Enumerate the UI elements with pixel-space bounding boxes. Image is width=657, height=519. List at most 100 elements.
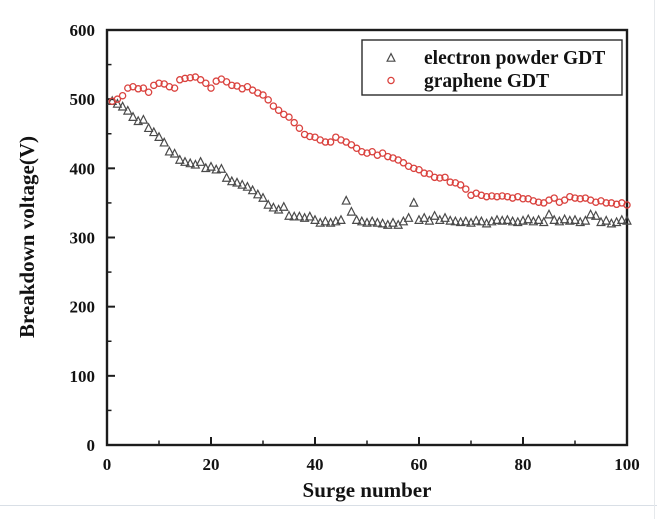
- data-point-circle-icon: [534, 198, 543, 206]
- data-point-triangle-icon: [580, 215, 591, 225]
- data-point-triangle-icon: [148, 126, 159, 137]
- data-point-triangle-icon: [143, 122, 154, 133]
- data-point-circle-icon: [207, 84, 215, 92]
- data-point-triangle-icon: [502, 214, 513, 225]
- legend-label-graphene: graphene GDT: [424, 71, 549, 92]
- data-point-triangle-icon: [304, 211, 315, 221]
- data-point-circle-icon: [387, 76, 395, 85]
- data-point-circle-icon: [410, 164, 418, 173]
- data-point-circle-icon: [430, 173, 439, 182]
- data-point-circle-icon: [498, 192, 506, 200]
- data-point-circle-icon: [306, 132, 314, 141]
- data-point-triangle-icon: [450, 215, 461, 226]
- data-point-circle-icon: [113, 95, 122, 103]
- legend-marker-triangle-icon: [386, 52, 396, 62]
- data-point-triangle-icon: [284, 210, 294, 220]
- data-point-triangle-icon: [164, 146, 175, 156]
- data-point-circle-icon: [550, 194, 558, 202]
- data-point-circle-icon: [576, 195, 584, 203]
- data-point-circle-icon: [165, 82, 174, 91]
- y-tick-label: 500: [70, 90, 96, 109]
- data-point-circle-icon: [144, 88, 153, 97]
- legend-label-electron-powder: electron powder GDT: [424, 48, 605, 69]
- data-point-triangle-icon: [386, 52, 396, 62]
- data-point-circle-icon: [352, 144, 361, 153]
- data-point-triangle-icon: [564, 215, 575, 225]
- data-point-triangle-icon: [278, 201, 289, 211]
- data-point-triangle-icon: [544, 208, 554, 219]
- x-tick-label: 20: [203, 455, 220, 474]
- legend-marker-circle-icon: [387, 76, 395, 85]
- data-point-triangle-icon: [356, 215, 367, 226]
- data-point-circle-icon: [607, 199, 616, 207]
- data-point-triangle-icon: [138, 114, 149, 124]
- data-point-circle-icon: [222, 78, 231, 86]
- series-graphene-gdt: [108, 73, 631, 209]
- data-point-circle-icon: [566, 192, 574, 201]
- data-point-circle-icon: [441, 173, 449, 182]
- data-point-triangle-icon: [455, 216, 466, 227]
- data-point-circle-icon: [503, 192, 512, 201]
- data-point-triangle-icon: [460, 215, 471, 226]
- data-point-triangle-icon: [570, 214, 580, 225]
- data-point-circle-icon: [571, 194, 579, 202]
- data-point-triangle-icon: [336, 214, 346, 225]
- data-point-circle-icon: [347, 141, 356, 149]
- data-point-triangle-icon: [622, 215, 632, 225]
- data-point-circle-icon: [176, 76, 184, 84]
- data-point-triangle-icon: [471, 215, 482, 225]
- data-point-triangle-icon: [523, 213, 534, 224]
- data-point-triangle-icon: [445, 215, 456, 225]
- data-point-triangle-icon: [346, 206, 357, 216]
- data-point-triangle-icon: [289, 211, 300, 221]
- data-point-circle-icon: [436, 174, 444, 182]
- data-point-triangle-icon: [174, 154, 185, 164]
- data-point-triangle-icon: [403, 212, 414, 222]
- data-point-circle-icon: [170, 84, 179, 92]
- data-point-triangle-icon: [538, 216, 549, 227]
- data-point-triangle-icon: [242, 181, 253, 191]
- data-point-circle-icon: [462, 185, 470, 193]
- data-point-circle-icon: [326, 138, 335, 146]
- data-point-circle-icon: [181, 74, 189, 83]
- y-axis-ticks: [107, 29, 115, 446]
- data-point-circle-icon: [269, 102, 278, 110]
- data-point-triangle-icon: [367, 215, 378, 226]
- y-axis-title: Breakdown voltage(V): [15, 136, 39, 338]
- data-point-circle-icon: [202, 79, 210, 88]
- data-point-triangle-icon: [372, 217, 383, 227]
- data-point-triangle-icon: [195, 156, 206, 166]
- x-axis-title: Surge number: [303, 478, 432, 502]
- data-point-circle-icon: [124, 84, 132, 92]
- data-point-circle-icon: [274, 106, 283, 114]
- x-tick-label: 80: [515, 455, 532, 474]
- data-point-triangle-icon: [294, 211, 305, 221]
- data-point-triangle-icon: [310, 214, 320, 225]
- data-point-triangle-icon: [128, 111, 138, 121]
- data-point-circle-icon: [358, 147, 366, 156]
- data-point-triangle-icon: [429, 210, 440, 220]
- page-edge-bottom-divider: [0, 505, 657, 506]
- x-tick-label: 60: [411, 455, 428, 474]
- x-tick-label: 100: [614, 455, 640, 474]
- data-point-triangle-icon: [590, 210, 601, 220]
- y-tick-label: 0: [87, 436, 96, 455]
- data-point-triangle-icon: [419, 212, 430, 222]
- data-point-circle-icon: [259, 91, 267, 99]
- data-point-circle-icon: [519, 195, 527, 203]
- data-point-triangle-icon: [408, 197, 419, 207]
- data-point-circle-icon: [612, 200, 621, 209]
- data-point-triangle-icon: [112, 98, 123, 108]
- data-point-triangle-icon: [185, 157, 196, 168]
- data-point-circle-icon: [134, 85, 142, 93]
- data-point-triangle-icon: [476, 215, 487, 226]
- data-point-triangle-icon: [216, 163, 227, 173]
- data-point-circle-icon: [186, 73, 194, 82]
- data-point-circle-icon: [602, 199, 610, 207]
- data-point-triangle-icon: [211, 164, 222, 174]
- y-axis-tick-labels: 0 100 200 300 400 500 600: [70, 21, 96, 455]
- legend: electron powder GDT graphene GDT: [361, 39, 623, 96]
- data-point-triangle-icon: [258, 192, 268, 202]
- data-point-triangle-icon: [237, 179, 248, 189]
